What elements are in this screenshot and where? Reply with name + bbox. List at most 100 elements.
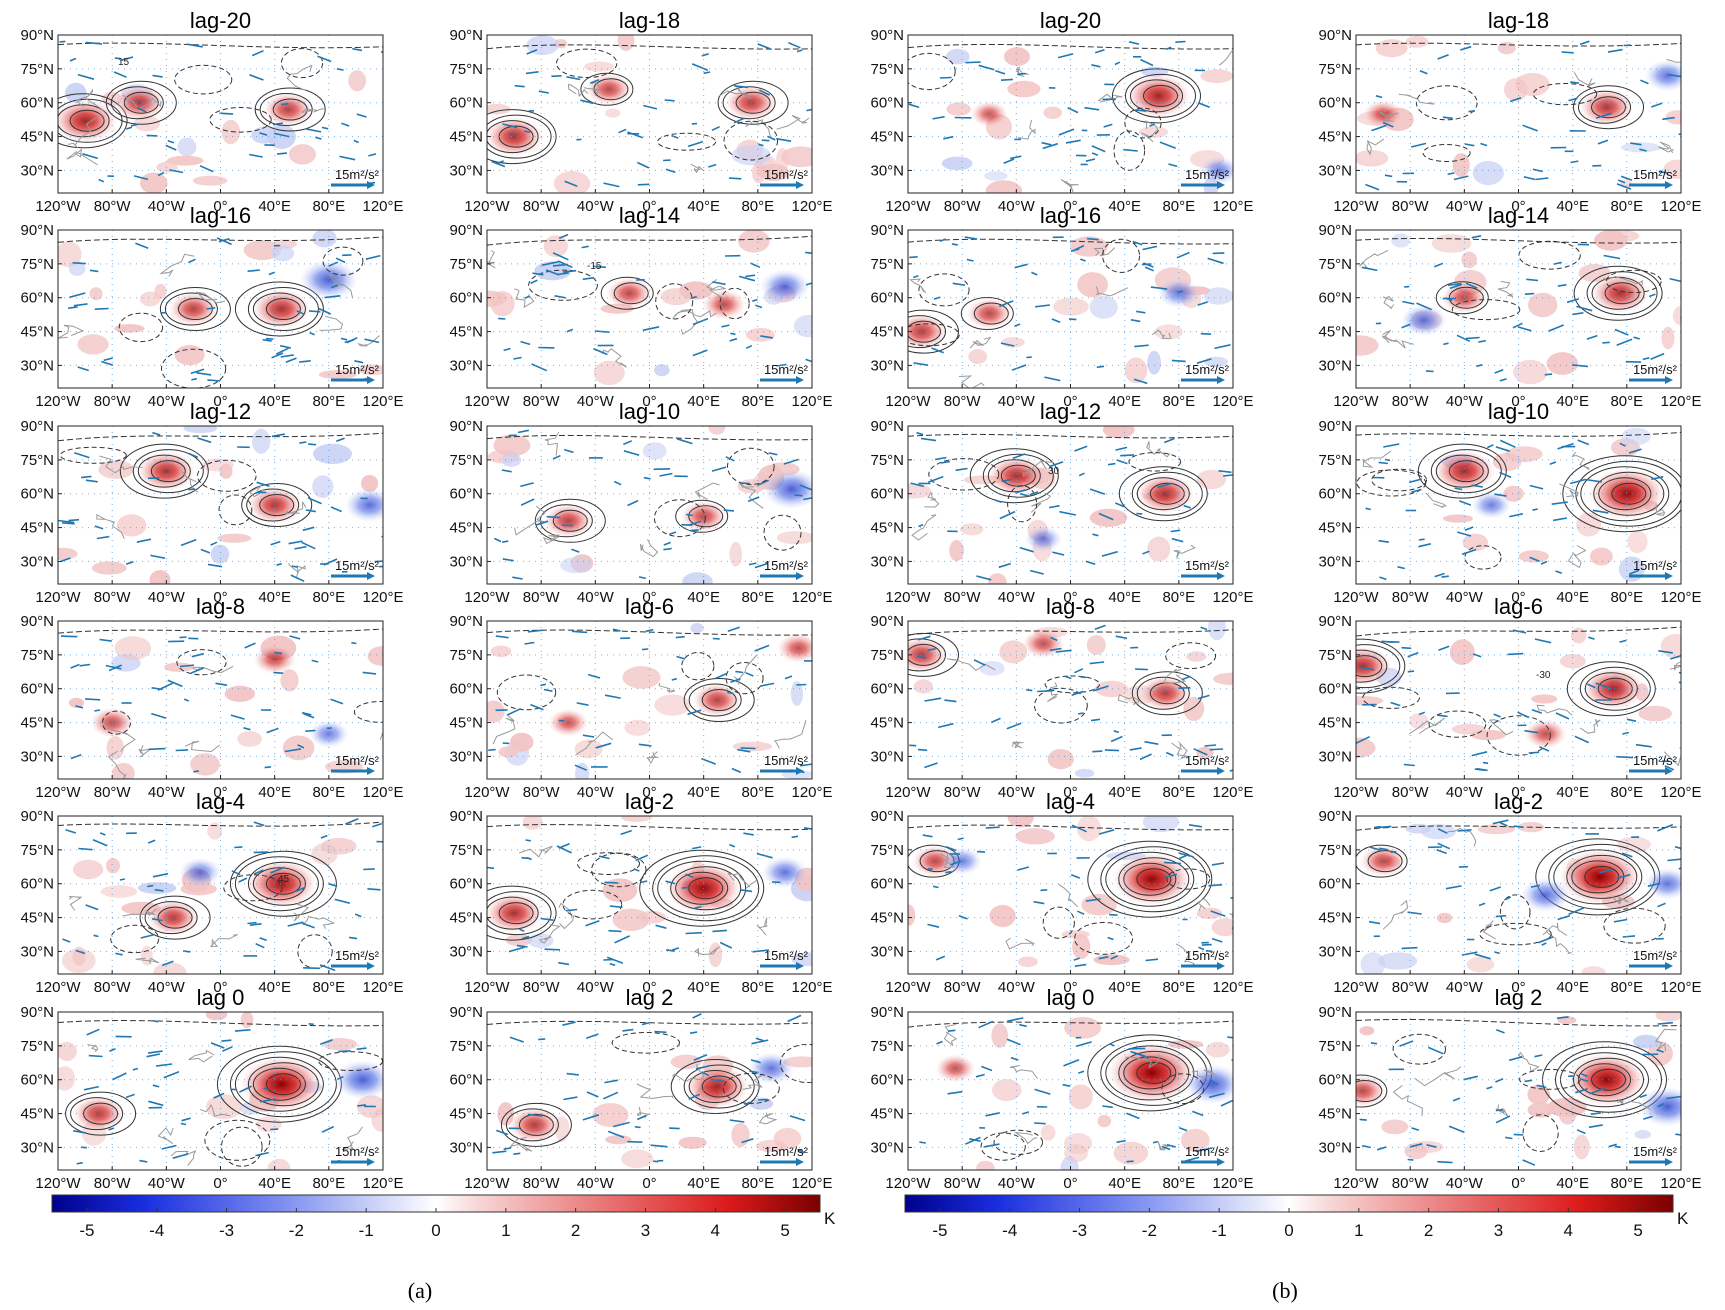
x-tick-label: 80°W bbox=[944, 198, 982, 215]
wave-activity-vector bbox=[1555, 570, 1563, 575]
wave-activity-vector bbox=[757, 479, 770, 487]
wave-activity-vector bbox=[263, 1087, 269, 1091]
wave-activity-vector bbox=[279, 344, 292, 349]
map-area bbox=[1356, 35, 1681, 193]
wave-activity-vector bbox=[1478, 339, 1486, 343]
wave-activity-vector bbox=[1529, 556, 1540, 562]
y-tick-label: 90°N bbox=[449, 27, 483, 44]
wave-activity-vector bbox=[1175, 40, 1186, 43]
y-tick-label: 30°N bbox=[870, 748, 904, 765]
warm-anomaly bbox=[487, 116, 544, 157]
wave-activity-vector bbox=[939, 238, 946, 242]
wave-activity-vector bbox=[148, 1100, 164, 1107]
wave-activity-vector bbox=[613, 1121, 630, 1128]
wave-activity-vector bbox=[1464, 526, 1474, 532]
wave-activity-vector bbox=[1664, 765, 1675, 771]
colorbar: -5 -4 -3 -2 -1 0 1 2 3 4 5K bbox=[904, 1194, 1689, 1240]
anomaly-speckle bbox=[1472, 160, 1504, 186]
streamfunction-contour bbox=[69, 109, 105, 132]
wave-activity-vector bbox=[271, 352, 284, 359]
wave-activity-vector bbox=[503, 1147, 512, 1151]
streamfunction-contour bbox=[1430, 449, 1502, 494]
coastline bbox=[1005, 937, 1035, 950]
wave-activity-vector bbox=[1599, 868, 1614, 874]
anomaly-speckle bbox=[58, 1042, 77, 1061]
x-tick-label: 40°E bbox=[1108, 589, 1141, 606]
map-area bbox=[487, 426, 812, 584]
wave-activity-vector bbox=[609, 962, 616, 967]
streamfunction-contour bbox=[908, 643, 941, 666]
coastline bbox=[122, 94, 162, 110]
wave-activity-vector bbox=[1074, 445, 1088, 452]
colorbar-tick-label: -5 bbox=[79, 1221, 94, 1240]
streamfunction-contour bbox=[58, 93, 128, 149]
wave-activity-vector bbox=[761, 139, 770, 142]
wave-activity-vector bbox=[321, 126, 329, 130]
map-area bbox=[1356, 816, 1681, 974]
anomaly-speckle bbox=[1452, 153, 1470, 178]
negative-contour bbox=[174, 64, 233, 95]
x-tick-label: 0° bbox=[1063, 979, 1077, 996]
anomaly-speckle bbox=[1466, 956, 1495, 973]
wave-activity-vector bbox=[1384, 174, 1393, 178]
wave-activity-vector bbox=[1619, 639, 1627, 643]
wave-activity-vector bbox=[650, 1144, 668, 1148]
streamfunction-contour bbox=[247, 287, 319, 331]
anomaly-speckle bbox=[280, 669, 299, 692]
anomaly-speckle bbox=[960, 523, 984, 536]
wave-activity-vector bbox=[1163, 873, 1178, 879]
x-tick-label: 40°E bbox=[1556, 784, 1589, 801]
x-tick-label: 40°W bbox=[1446, 979, 1484, 996]
anomaly-speckle bbox=[1213, 672, 1233, 686]
wave-activity-vector bbox=[755, 304, 763, 309]
wave-activity-vector bbox=[641, 1021, 650, 1026]
wave-activity-vector bbox=[1161, 1145, 1171, 1151]
streamfunction-contour bbox=[1604, 282, 1640, 305]
wave-activity-vector bbox=[1210, 910, 1226, 917]
warm-anomaly bbox=[253, 644, 296, 675]
coastline bbox=[1567, 545, 1587, 569]
wave-activity-vector bbox=[239, 1085, 253, 1093]
streamfunction-contour bbox=[500, 1102, 572, 1147]
anomaly-speckle bbox=[1040, 1124, 1056, 1141]
wave-activity-vector bbox=[253, 869, 264, 875]
polar-contour bbox=[1356, 626, 1681, 637]
wave-activity-vector bbox=[784, 675, 793, 680]
wave-activity-vector bbox=[308, 1023, 314, 1026]
y-tick-label: 60°N bbox=[870, 681, 904, 698]
wave-activity-vector bbox=[552, 252, 569, 261]
reference-arrow-head bbox=[1217, 181, 1225, 189]
wave-activity-vector bbox=[274, 132, 290, 138]
streamfunction-contour bbox=[1356, 638, 1406, 694]
panel-title: lag-10 bbox=[619, 399, 680, 424]
wave-activity-vector bbox=[951, 243, 958, 246]
wave-activity-vector bbox=[319, 964, 336, 972]
coastline bbox=[1030, 492, 1052, 513]
anomaly-speckle bbox=[65, 82, 87, 103]
streamfunction-contour bbox=[675, 499, 729, 533]
wave-activity-vector bbox=[1588, 636, 1595, 640]
y-tick-label: 75°N bbox=[1318, 842, 1352, 859]
wave-activity-vector bbox=[172, 1153, 189, 1159]
wave-activity-vector bbox=[681, 523, 693, 526]
streamfunction-contour bbox=[908, 315, 946, 349]
y-tick-label: 60°N bbox=[870, 876, 904, 893]
wave-activity-vector bbox=[1509, 97, 1522, 103]
wave-activity-vector bbox=[120, 56, 134, 62]
wave-activity-vector bbox=[565, 908, 578, 912]
wave-activity-vector bbox=[1063, 1059, 1080, 1067]
warm-anomaly bbox=[908, 636, 948, 673]
y-tick-label: 30°N bbox=[870, 553, 904, 570]
coastline bbox=[68, 895, 82, 911]
wave-activity-vector bbox=[259, 937, 267, 942]
anomaly-speckle bbox=[153, 962, 187, 974]
wave-activity-vector bbox=[701, 53, 709, 57]
anomaly-speckle bbox=[776, 531, 812, 545]
wave-activity-vector bbox=[1104, 749, 1120, 752]
y-tick-label: 45°N bbox=[449, 324, 483, 341]
wave-activity-vector bbox=[1012, 453, 1026, 460]
x-tick-label: 40°W bbox=[577, 589, 615, 606]
x-tick-label: 120°W bbox=[35, 1175, 81, 1192]
wave-activity-vector bbox=[733, 117, 745, 124]
